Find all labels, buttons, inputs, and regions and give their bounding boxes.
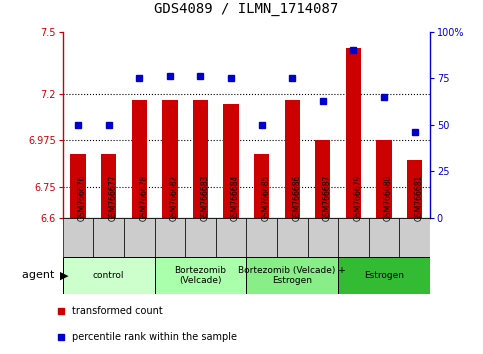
Text: GSM766680: GSM766680 bbox=[384, 175, 393, 221]
Bar bbox=[71, 154, 86, 218]
Bar bbox=[155, 218, 185, 257]
Text: GSM766679: GSM766679 bbox=[354, 174, 362, 221]
Text: Estrogen: Estrogen bbox=[364, 271, 404, 280]
Bar bbox=[399, 218, 430, 257]
Bar bbox=[376, 140, 392, 218]
Text: Bortezomib
(Velcade): Bortezomib (Velcade) bbox=[174, 266, 227, 285]
Bar bbox=[308, 218, 338, 257]
Text: agent: agent bbox=[22, 270, 58, 280]
Text: GSM766687: GSM766687 bbox=[323, 175, 332, 221]
Bar bbox=[193, 100, 208, 218]
Bar bbox=[254, 154, 270, 218]
Bar bbox=[407, 160, 422, 218]
Bar bbox=[369, 218, 399, 257]
Text: Bortezomib (Velcade) +
Estrogen: Bortezomib (Velcade) + Estrogen bbox=[238, 266, 346, 285]
Text: GSM766686: GSM766686 bbox=[292, 175, 301, 221]
Bar bbox=[338, 218, 369, 257]
Text: GSM766684: GSM766684 bbox=[231, 175, 240, 221]
Text: GSM766685: GSM766685 bbox=[262, 175, 270, 221]
Text: transformed count: transformed count bbox=[72, 306, 163, 316]
Bar bbox=[216, 218, 246, 257]
Bar bbox=[131, 100, 147, 218]
Bar bbox=[246, 257, 338, 294]
Bar bbox=[223, 104, 239, 218]
Bar bbox=[124, 218, 155, 257]
Bar bbox=[93, 218, 124, 257]
Text: GSM766681: GSM766681 bbox=[414, 175, 424, 221]
Bar bbox=[101, 154, 116, 218]
Bar bbox=[63, 218, 93, 257]
Text: control: control bbox=[93, 271, 125, 280]
Bar bbox=[246, 218, 277, 257]
Bar bbox=[346, 48, 361, 218]
Bar bbox=[315, 140, 330, 218]
Text: GSM766682: GSM766682 bbox=[170, 175, 179, 221]
Text: GSM766677: GSM766677 bbox=[109, 174, 118, 221]
Text: GDS4089 / ILMN_1714087: GDS4089 / ILMN_1714087 bbox=[154, 2, 339, 16]
Bar bbox=[155, 257, 246, 294]
Text: GSM766683: GSM766683 bbox=[200, 175, 210, 221]
Bar bbox=[338, 257, 430, 294]
Bar bbox=[63, 257, 155, 294]
Bar bbox=[277, 218, 308, 257]
Text: percentile rank within the sample: percentile rank within the sample bbox=[72, 332, 238, 342]
Bar bbox=[185, 218, 216, 257]
Text: GSM766678: GSM766678 bbox=[139, 175, 148, 221]
Bar bbox=[162, 100, 177, 218]
Text: GSM766676: GSM766676 bbox=[78, 174, 87, 221]
Text: ▶: ▶ bbox=[60, 270, 69, 280]
Bar bbox=[284, 100, 300, 218]
